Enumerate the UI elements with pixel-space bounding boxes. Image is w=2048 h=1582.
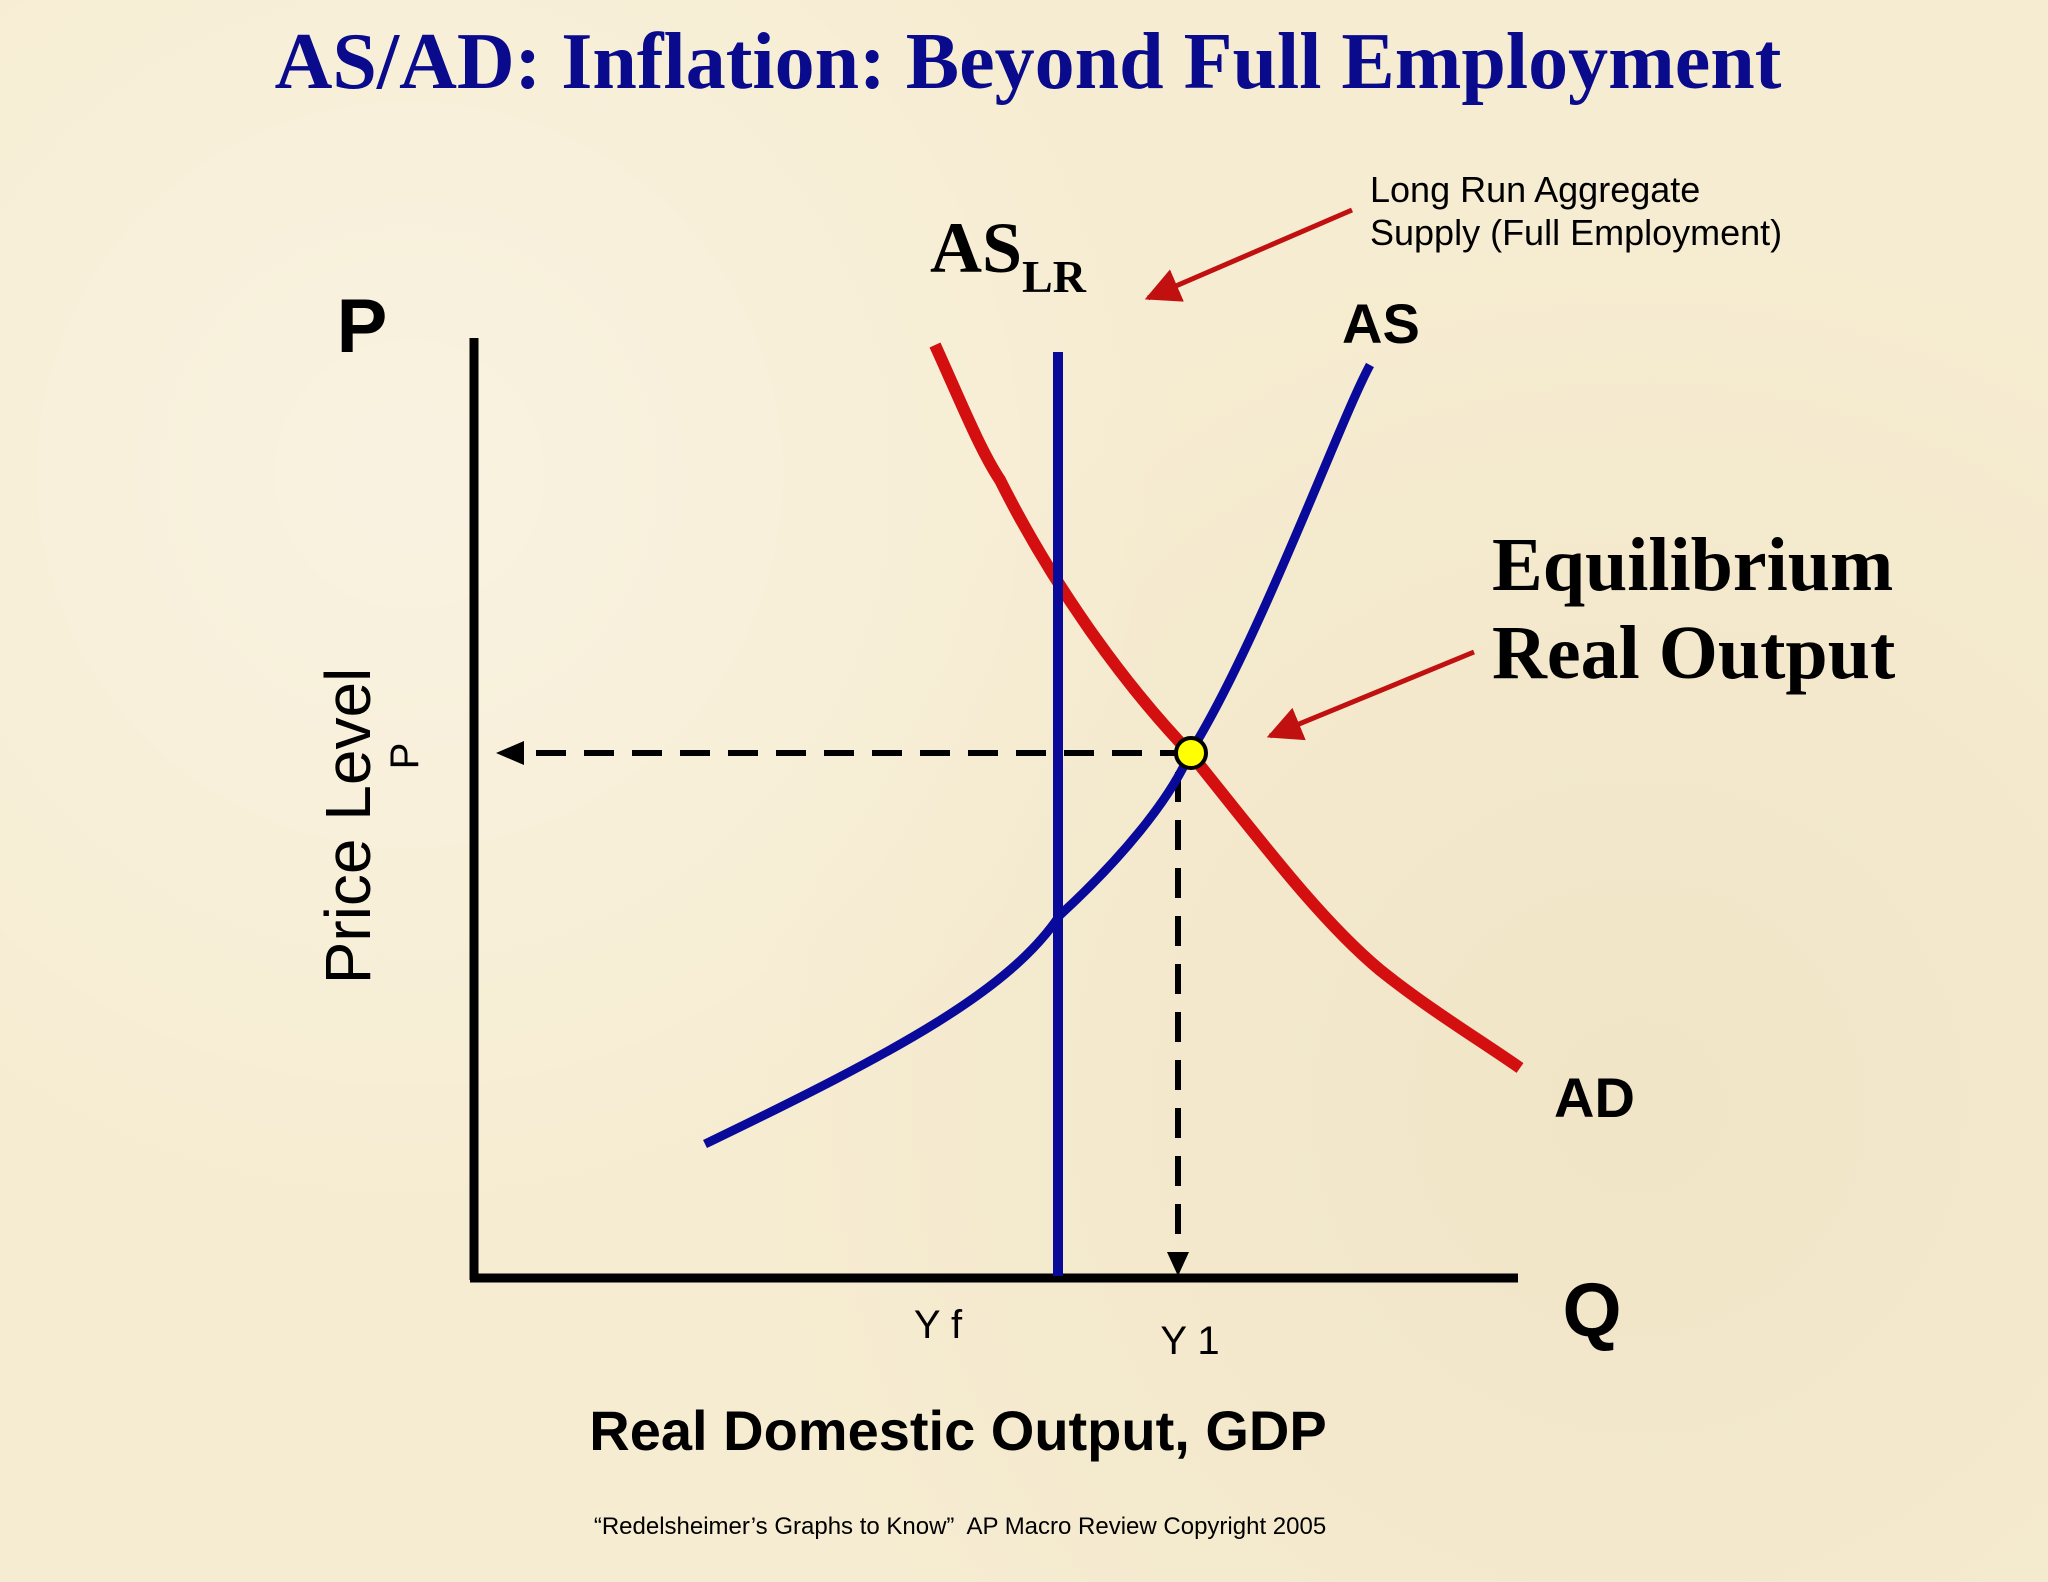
slide-title: AS/AD: Inflation: Beyond Full Employment (275, 18, 1782, 106)
price-arrowhead (496, 741, 524, 765)
x-axis-label: Real Domestic Output, GDP (589, 1399, 1326, 1462)
lras-label-main: AS (930, 208, 1022, 288)
equilibrium-annotation-arrow (1266, 649, 1475, 741)
lras-label: ASLR (930, 208, 1087, 302)
y-tick-p: P (383, 743, 427, 770)
footer-credit: “Redelsheimer’s Graphs to Know” AP Macro… (594, 1513, 1326, 1540)
equilibrium-point (1174, 736, 1208, 770)
y-axis-letter: P (337, 284, 388, 369)
equilibrium-annotation-line1: Equilibrium (1492, 523, 1893, 607)
lras-annotation-arrow (1144, 207, 1353, 302)
x-tick-yf: Y f (914, 1303, 963, 1347)
y-axis-label: Price Level (312, 668, 384, 985)
as-curve (703, 362, 1374, 1149)
output-arrowhead (1167, 1252, 1189, 1276)
lras-label-sub: LR (1022, 251, 1087, 302)
as-label: AS (1342, 292, 1420, 355)
equilibrium-annotation-line2: Real Output (1492, 611, 1895, 695)
ad-label: AD (1554, 1066, 1635, 1129)
x-axis-letter: Q (1562, 1268, 1621, 1353)
x-tick-y1: Y 1 (1160, 1319, 1219, 1363)
lras-annotation-line1: Long Run Aggregate (1370, 169, 1700, 210)
lras-annotation-line2: Supply (Full Employment) (1370, 212, 1782, 253)
